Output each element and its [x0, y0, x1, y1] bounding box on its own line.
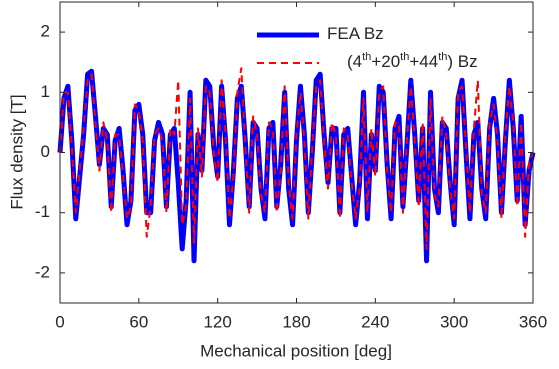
legend-label: (4th+20th+44th) Bz [347, 51, 478, 72]
y-tick-label: 0 [41, 142, 50, 161]
series-line [59, 67, 534, 250]
y-axis-label: Flux density [T] [7, 94, 26, 209]
x-tick-label: 360 [519, 312, 547, 331]
x-axis-label: Mechanical position [deg] [200, 341, 392, 360]
legend-label: FEA Bz [327, 24, 384, 43]
y-tick-label: -1 [35, 202, 50, 221]
x-tick-label: 120 [203, 312, 231, 331]
x-tick-label: 60 [129, 312, 148, 331]
y-tick-label: -2 [35, 262, 50, 281]
y-tick-label: 2 [41, 22, 50, 41]
x-tick-label: 300 [440, 312, 468, 331]
y-tick-label: 1 [41, 82, 50, 101]
x-tick-label: 240 [361, 312, 389, 331]
series-line [57, 68, 536, 264]
plot-area [57, 67, 536, 264]
x-tick-label: 180 [282, 312, 310, 331]
x-tick-label: 0 [55, 312, 64, 331]
